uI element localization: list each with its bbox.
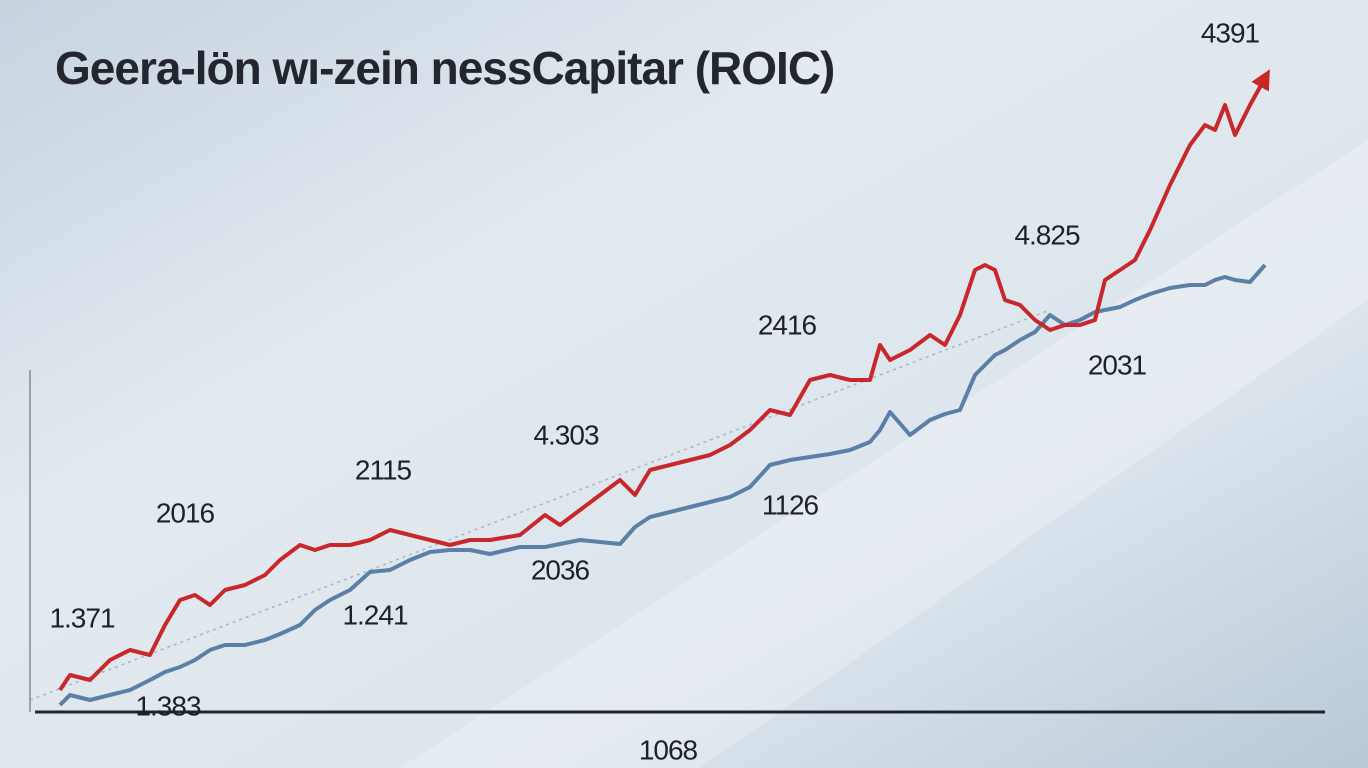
annotation: 4.303 [533,419,598,450]
annotation: 1.383 [135,690,200,721]
series-line [58,69,1270,692]
annotation: 1126 [762,489,819,520]
annotation: 2115 [355,454,412,485]
annotation: 2416 [758,309,817,340]
annotation: 1068 [639,734,698,765]
annotation: 1.371 [49,602,114,633]
annotation: 2016 [156,497,215,528]
annotation: 2036 [531,554,590,585]
annotation: 4.825 [1014,219,1079,250]
annotation: 4391 [1201,17,1260,48]
trend-line [29,309,1051,701]
light-streak [400,140,1368,768]
chart-title: Geera-lön wı-zein nessCapitar (ROIC) [55,42,834,94]
annotation: 2031 [1088,349,1147,380]
annotation: 1.241 [342,599,407,630]
